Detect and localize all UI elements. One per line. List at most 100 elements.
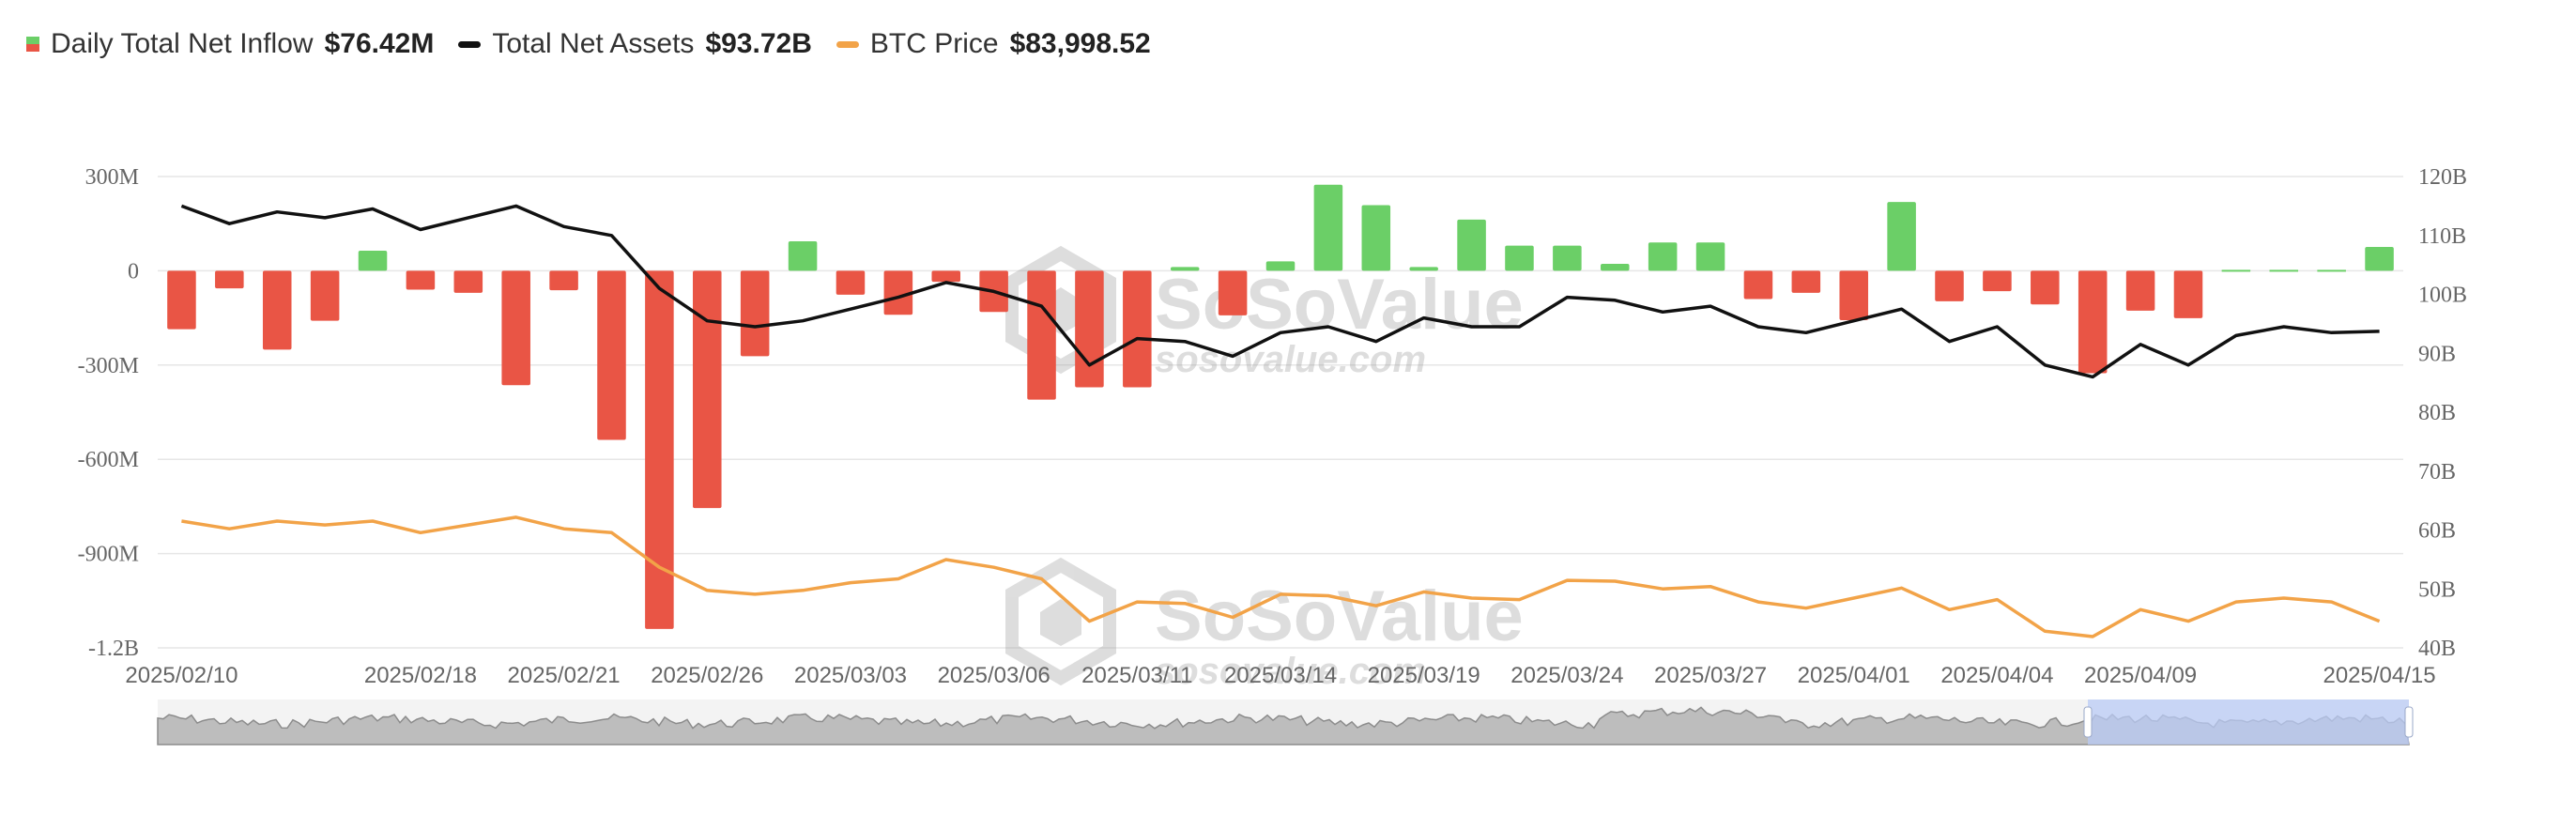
inflow-bar[interactable] bbox=[1409, 267, 1438, 271]
inflow-bar[interactable] bbox=[836, 270, 866, 295]
legend-btc-value: $83,998.52 bbox=[1009, 28, 1151, 59]
y-left-tick-label: 0 bbox=[128, 259, 139, 284]
watermark-logo-icon bbox=[1005, 557, 1116, 686]
x-tick-label: 2025/04/04 bbox=[1940, 663, 2053, 688]
inflow-bar[interactable] bbox=[1600, 264, 1630, 271]
inflow-bar[interactable] bbox=[2269, 269, 2299, 272]
btc-line-swatch-icon bbox=[836, 40, 859, 48]
gridlines bbox=[158, 176, 2403, 649]
inflow-bar[interactable] bbox=[1887, 202, 1916, 271]
y-left-tick-label: -600M bbox=[78, 448, 139, 472]
navigator-left-handle[interactable] bbox=[2083, 706, 2093, 738]
inflow-bar[interactable] bbox=[597, 270, 626, 440]
y-right-tick-label: 100B bbox=[2418, 284, 2467, 308]
x-tick-label: 2025/03/03 bbox=[794, 663, 907, 688]
x-tick-label: 2025/03/19 bbox=[1368, 663, 1480, 688]
y-right-tick-label: 120B bbox=[2418, 165, 2467, 190]
inflow-bar[interactable] bbox=[1075, 270, 1104, 388]
y-left-tick-label: -1.2B bbox=[88, 637, 139, 661]
inflow-bar[interactable] bbox=[215, 270, 244, 289]
inflow-bar[interactable] bbox=[1170, 267, 1200, 271]
inflow-bar[interactable] bbox=[2031, 270, 2060, 305]
x-tick-label: 2025/03/27 bbox=[1654, 663, 1767, 688]
legend-inflow-label: Daily Total Net Inflow bbox=[51, 28, 314, 59]
x-tick-label: 2025/03/24 bbox=[1510, 663, 1623, 688]
legend-item-assets[interactable]: Total Net Assets $93.72B bbox=[458, 28, 812, 60]
inflow-bar[interactable] bbox=[1313, 184, 1343, 271]
inflow-bar[interactable] bbox=[2221, 269, 2251, 272]
y-right-tick-label: 80B bbox=[2418, 401, 2456, 425]
inflow-bar[interactable] bbox=[1027, 270, 1056, 400]
inflow-bar[interactable] bbox=[1743, 270, 1773, 300]
inflow-bar[interactable] bbox=[1505, 245, 1534, 271]
legend-assets-label: Total Net Assets bbox=[492, 28, 695, 59]
inflow-bar[interactable] bbox=[740, 270, 770, 357]
y-left-tick-label: 300M bbox=[85, 165, 139, 190]
inflow-bar[interactable] bbox=[1695, 242, 1725, 271]
x-tick-label: 2025/03/11 bbox=[1081, 663, 1192, 688]
net-assets-line bbox=[180, 204, 2380, 379]
legend-item-btc[interactable]: BTC Price $83,998.52 bbox=[836, 28, 1151, 60]
inflow-bar[interactable] bbox=[693, 270, 722, 509]
x-tick-label: 2025/03/14 bbox=[1224, 663, 1337, 688]
inflow-bar[interactable] bbox=[1553, 245, 1582, 271]
inflow-bar[interactable] bbox=[453, 270, 483, 293]
x-tick-label: 2025/03/06 bbox=[938, 663, 1050, 688]
inflow-bar[interactable] bbox=[2078, 270, 2108, 374]
x-tick-label: 2025/04/09 bbox=[2084, 663, 2197, 688]
inflow-bar[interactable] bbox=[501, 270, 530, 386]
legend-btc-label: BTC Price bbox=[869, 28, 999, 59]
inflow-bar[interactable] bbox=[931, 270, 961, 283]
inflow-bar[interactable] bbox=[310, 270, 340, 321]
assets-line-swatch-icon bbox=[458, 40, 482, 48]
inflow-bar[interactable] bbox=[2317, 269, 2346, 272]
inflow-bar[interactable] bbox=[549, 270, 578, 291]
inflow-bar[interactable] bbox=[1361, 205, 1391, 271]
navigator-selection[interactable] bbox=[2088, 699, 2409, 745]
x-tick-label: 2025/02/10 bbox=[125, 663, 238, 688]
legend-assets-value: $93.72B bbox=[705, 28, 812, 59]
legend-inflow-value: $76.42M bbox=[324, 28, 435, 59]
inflow-bar[interactable] bbox=[1457, 219, 1486, 271]
inflow-bars bbox=[167, 184, 2394, 629]
inflow-bar[interactable] bbox=[883, 270, 913, 315]
y-right-tick-label: 60B bbox=[2418, 519, 2456, 544]
y-right-tick-label: 40B bbox=[2418, 637, 2456, 661]
inflow-bar[interactable] bbox=[1648, 242, 1678, 271]
inflow-bar[interactable] bbox=[645, 270, 674, 629]
inflow-bar[interactable] bbox=[788, 240, 818, 271]
inflow-bar[interactable] bbox=[1935, 270, 1964, 301]
inflow-bar[interactable] bbox=[406, 270, 436, 290]
x-tick-label: 2025/02/18 bbox=[364, 663, 477, 688]
inflow-bar[interactable] bbox=[1791, 270, 1821, 293]
inflow-bar[interactable] bbox=[167, 270, 196, 330]
y-left-tick-label: -900M bbox=[78, 543, 139, 567]
inflow-bar[interactable] bbox=[2125, 270, 2155, 311]
inflow-bar[interactable] bbox=[358, 250, 388, 271]
legend-item-inflow[interactable]: Daily Total Net Inflow $76.42M bbox=[26, 28, 434, 60]
y-right-tick-label: 50B bbox=[2418, 577, 2456, 602]
inflow-bar[interactable] bbox=[1265, 261, 1296, 271]
watermark-domain-text: sosovalue.com bbox=[1155, 651, 1426, 692]
x-tick-label: 2025/02/21 bbox=[508, 663, 621, 688]
navigator-right-handle[interactable] bbox=[2404, 706, 2414, 738]
inflow-bar[interactable] bbox=[1983, 270, 2012, 292]
inflow-bar[interactable] bbox=[1123, 270, 1152, 388]
watermark-brand-text: SoSoValue bbox=[1155, 265, 1524, 345]
navigator-area bbox=[157, 706, 2410, 745]
y-right-tick-label: 110B bbox=[2418, 224, 2466, 249]
y-right-tick-label: 90B bbox=[2418, 342, 2456, 366]
y-left-tick-label: -300M bbox=[78, 354, 139, 378]
inflow-bar[interactable] bbox=[1839, 270, 1868, 320]
watermark-logo-icon bbox=[1005, 245, 1116, 375]
inflow-bar[interactable] bbox=[2365, 246, 2394, 271]
y-right-tick-label: 70B bbox=[2418, 460, 2456, 484]
inflow-bar[interactable] bbox=[1218, 270, 1248, 315]
inflow-bar[interactable] bbox=[262, 270, 292, 350]
inflow-bar[interactable] bbox=[2173, 270, 2203, 318]
watermark-brand-text: SoSoValue bbox=[1155, 576, 1524, 656]
btc-price-line bbox=[181, 515, 2381, 638]
